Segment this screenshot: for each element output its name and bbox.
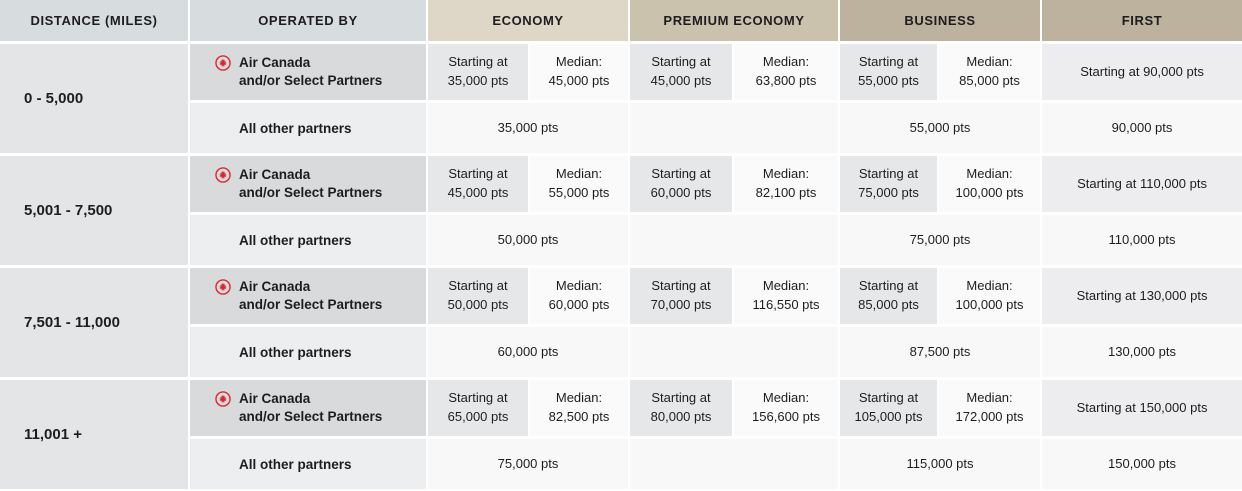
operated-by-air-canada-cell: Air Canada and/or Select Partners [190,156,426,212]
business-median-cell: Median: 85,000 pts [939,44,1041,100]
operated-by-all-other-cell: All other partners [190,327,426,377]
operator-label-line1: Air Canada [239,390,311,406]
economy-median-cell: Median: 45,000 pts [530,44,628,100]
operator-label-line2: and/or Select Partners [239,185,383,200]
premium-economy-median-cell: Median: 116,550 pts [734,268,839,324]
table-row: 11,001 + Air Canada and/or Select Partne… [0,380,1242,489]
business-other-cell: 115,000 pts [840,439,1041,489]
air-canada-roundel-icon [215,167,231,183]
premium-economy-starting-cell: Starting at 70,000 pts [630,268,732,324]
business-other-cell: 55,000 pts [840,103,1041,153]
premium-economy-median-cell: Median: 63,800 pts [734,44,839,100]
first-other-cell: 90,000 pts [1042,103,1242,153]
operated-by-all-other-cell: All other partners [190,103,426,153]
premium-economy-median-cell: Median: 82,100 pts [734,156,839,212]
air-canada-roundel-icon [215,55,231,71]
table-row: 5,001 - 7,500 Air Canada and/or Select P… [0,156,1242,265]
economy-starting-cell: Starting at 50,000 pts [428,268,528,324]
business-median-cell: Median: 100,000 pts [939,268,1041,324]
operated-by-all-other-cell: All other partners [190,439,426,489]
operated-by-air-canada-cell: Air Canada and/or Select Partners [190,268,426,324]
table-row: All other partners 75,000 pts 115,000 pt… [0,439,1242,489]
premium-economy-median-cell: Median: 156,600 pts [734,380,839,436]
first-other-cell: 150,000 pts [1042,439,1242,489]
business-other-cell: 87,500 pts [840,327,1041,377]
table-row: 7,501 - 11,000 Air Canada and/or Select … [0,268,1242,377]
business-starting-cell: Starting at 55,000 pts [840,44,938,100]
premium-economy-starting-cell: Starting at 60,000 pts [630,156,732,212]
air-canada-roundel-icon [215,391,231,407]
header-row: DISTANCE (MILES) OPERATED BY ECONOMY PRE… [0,0,1242,41]
economy-other-cell: 50,000 pts [428,215,628,265]
operator-label-line2: and/or Select Partners [239,297,383,312]
operator-label-line2: and/or Select Partners [239,73,383,88]
operated-by-air-canada-cell: Air Canada and/or Select Partners [190,380,426,436]
distance-band-label: 5,001 - 7,500 [0,156,188,265]
premium-economy-starting-cell: Starting at 80,000 pts [630,380,732,436]
distance-band-label: 11,001 + [0,380,188,489]
first-starting-cell: Starting at 130,000 pts [1042,268,1242,324]
economy-other-cell: 60,000 pts [428,327,628,377]
first-starting-cell: Starting at 110,000 pts [1042,156,1242,212]
business-other-cell: 75,000 pts [840,215,1041,265]
col-header-first: FIRST [1042,0,1242,41]
col-header-operated-by: OPERATED BY [190,0,426,41]
economy-starting-cell: Starting at 35,000 pts [428,44,528,100]
col-header-business: BUSINESS [840,0,1041,41]
distance-band-label: 0 - 5,000 [0,44,188,153]
operator-label-line1: Air Canada [239,278,311,294]
economy-other-cell: 75,000 pts [428,439,628,489]
operator-label-line1: Air Canada [239,166,311,182]
economy-starting-cell: Starting at 45,000 pts [428,156,528,212]
first-starting-cell: Starting at 150,000 pts [1042,380,1242,436]
premium-economy-other-cell [630,215,839,265]
table-row: All other partners 60,000 pts 87,500 pts… [0,327,1242,377]
economy-median-cell: Median: 55,000 pts [530,156,628,212]
operated-by-all-other-cell: All other partners [190,215,426,265]
operated-by-air-canada-cell: Air Canada and/or Select Partners [190,44,426,100]
business-starting-cell: Starting at 85,000 pts [840,268,938,324]
col-header-premium-economy: PREMIUM ECONOMY [630,0,839,41]
economy-other-cell: 35,000 pts [428,103,628,153]
premium-economy-other-cell [630,103,839,153]
business-median-cell: Median: 100,000 pts [939,156,1041,212]
business-median-cell: Median: 172,000 pts [939,380,1041,436]
economy-starting-cell: Starting at 65,000 pts [428,380,528,436]
economy-median-cell: Median: 60,000 pts [530,268,628,324]
table-row: All other partners 35,000 pts 55,000 pts… [0,103,1242,153]
col-header-distance: DISTANCE (MILES) [0,0,188,41]
col-header-economy: ECONOMY [428,0,628,41]
premium-economy-other-cell [630,439,839,489]
table-row: 0 - 5,000 Air Canada and/or Select Partn… [0,44,1242,153]
air-canada-roundel-icon [215,279,231,295]
table-row: All other partners 50,000 pts 75,000 pts… [0,215,1242,265]
first-other-cell: 110,000 pts [1042,215,1242,265]
first-starting-cell: Starting at 90,000 pts [1042,44,1242,100]
distance-band-label: 7,501 - 11,000 [0,268,188,377]
economy-median-cell: Median: 82,500 pts [530,380,628,436]
operator-label-line2: and/or Select Partners [239,409,383,424]
premium-economy-other-cell [630,327,839,377]
operator-label-line1: Air Canada [239,54,311,70]
first-other-cell: 130,000 pts [1042,327,1242,377]
business-starting-cell: Starting at 75,000 pts [840,156,938,212]
premium-economy-starting-cell: Starting at 45,000 pts [630,44,732,100]
business-starting-cell: Starting at 105,000 pts [840,380,938,436]
